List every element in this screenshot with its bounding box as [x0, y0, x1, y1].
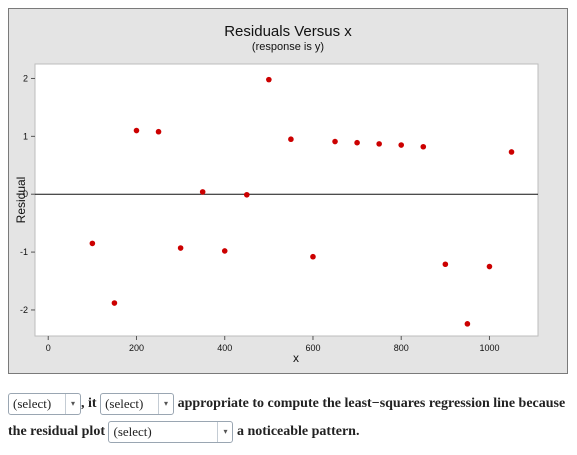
x-axis-ticks: 0 200 400 600 800 1000: [46, 336, 499, 353]
select-value: (select): [13, 395, 52, 411]
data-point: [420, 143, 427, 150]
x-axis-label: x: [293, 351, 299, 365]
data-point: [398, 142, 405, 148]
data-point: [442, 261, 449, 268]
y-tick-label: -2: [20, 305, 28, 315]
chart-subtitle: (response is y): [252, 41, 324, 53]
select-value: (select): [113, 423, 152, 439]
select-pattern[interactable]: (select) ▾: [108, 420, 234, 443]
plot-area: [34, 63, 539, 337]
x-tick-label: 200: [129, 343, 144, 353]
chevron-down-icon: ▾: [65, 393, 80, 414]
data-point: [111, 300, 118, 306]
data-point: [243, 191, 250, 198]
data-points: [89, 76, 515, 327]
y-tick-label: 1: [23, 131, 28, 141]
y-axis-ticks: -2 -1 0 1 2: [20, 73, 35, 315]
question-fragment-4: a noticeable pattern.: [236, 424, 360, 439]
y-tick-label: 0: [23, 189, 28, 199]
chart-panel: Residuals Versus x (response is y) -2 -1 0…: [8, 8, 568, 374]
chart-title: Residuals Versus x: [224, 23, 352, 40]
x-tick-label: 600: [305, 343, 320, 353]
question-fragment-2: appropriate to compute the least−squares…: [177, 396, 566, 411]
data-point: [508, 149, 515, 155]
data-point: [310, 253, 316, 260]
data-point: [354, 139, 360, 146]
data-point: [199, 189, 206, 195]
data-point: [376, 141, 382, 147]
chevron-down-icon: ▾: [217, 421, 232, 442]
data-point: [221, 248, 228, 254]
data-point: [89, 240, 96, 247]
data-point: [464, 321, 471, 327]
y-tick-label: -1: [20, 247, 28, 257]
data-point: [288, 136, 294, 143]
select-appropriateness-1[interactable]: (select) ▾: [8, 392, 81, 415]
y-axis-label: Residual: [14, 177, 28, 224]
residual-plot: Residuals Versus x (response is y) -2 -1 0…: [14, 23, 539, 365]
data-point: [155, 128, 162, 135]
data-point: [266, 76, 272, 83]
data-point: [332, 138, 338, 145]
select-value: (select): [105, 395, 144, 411]
y-tick-label: 2: [23, 73, 28, 83]
question-fragment-1: , it: [81, 396, 97, 411]
x-tick-label: 0: [46, 343, 51, 353]
question-fragment-3: the residual plot: [8, 424, 105, 439]
x-tick-label: 800: [394, 343, 409, 353]
select-appropriateness-2[interactable]: (select) ▾: [100, 392, 175, 415]
x-tick-label: 1000: [479, 343, 499, 353]
chevron-down-icon: ▾: [158, 393, 173, 414]
data-point: [177, 245, 184, 251]
data-point: [133, 127, 140, 134]
question-text: (select) ▾, it (select) ▾ appropriate to c…: [8, 390, 570, 446]
data-point: [486, 263, 493, 270]
x-tick-label: 400: [217, 343, 232, 353]
